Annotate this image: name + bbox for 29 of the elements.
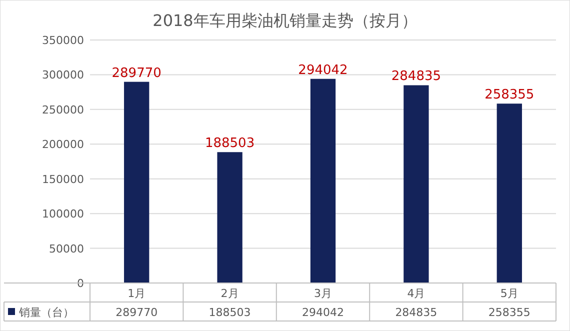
x-tick-label: 2月 bbox=[220, 287, 239, 300]
y-tick-label: 50000 bbox=[49, 242, 84, 256]
annotation: 188503 bbox=[204, 136, 255, 152]
x-tick-label: 4月 bbox=[407, 287, 426, 300]
y-tick-label: 200000 bbox=[42, 138, 84, 152]
bar bbox=[404, 85, 429, 283]
x-tick-label: 5月 bbox=[500, 287, 518, 300]
data-label: 258355 bbox=[488, 306, 530, 319]
y-tick-label: 300000 bbox=[42, 68, 84, 82]
bar bbox=[496, 104, 522, 283]
annotation: 289770 bbox=[112, 66, 162, 81]
x-tick-label: 3月 bbox=[314, 287, 332, 300]
y-tick-label: 350000 bbox=[42, 34, 84, 47]
annotation: 284835 bbox=[391, 69, 442, 84]
y-tick-label: 100000 bbox=[42, 208, 84, 221]
data-label: 284835 bbox=[395, 306, 438, 319]
chart-title: 2018年车用柴油机销量走势（按月） bbox=[152, 11, 418, 30]
data-label: 289770 bbox=[116, 306, 158, 319]
annotation: 294042 bbox=[298, 62, 348, 78]
x-tick-label: 1月 bbox=[128, 287, 146, 300]
bar bbox=[124, 82, 150, 283]
bar bbox=[310, 78, 336, 283]
y-tick-label: 250000 bbox=[42, 103, 84, 116]
annotation: 258355 bbox=[484, 88, 534, 103]
bar bbox=[217, 152, 242, 283]
data-label: 294042 bbox=[302, 306, 344, 319]
y-tick-label: 150000 bbox=[42, 172, 84, 186]
legend-label: 销量（台） bbox=[18, 306, 74, 319]
data-label: 188503 bbox=[208, 306, 251, 319]
